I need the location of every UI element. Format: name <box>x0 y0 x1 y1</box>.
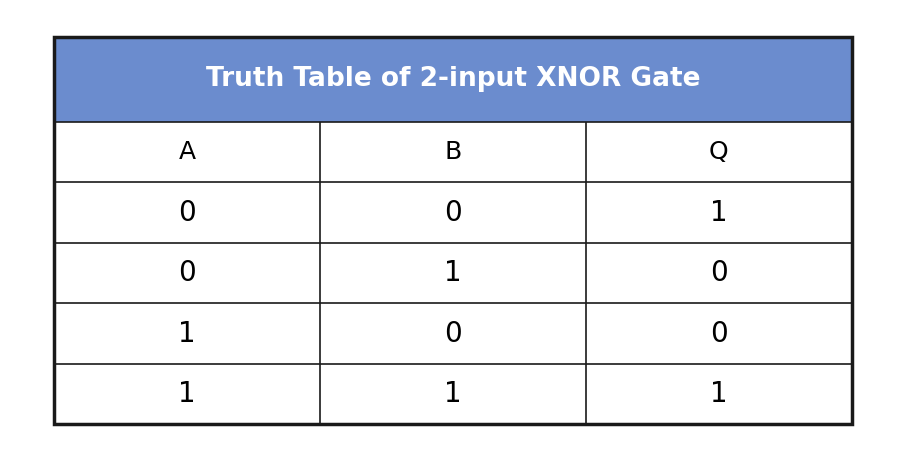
Bar <box>54 37 852 424</box>
Bar <box>54 303 320 364</box>
Bar <box>586 183 852 243</box>
Bar <box>586 243 852 303</box>
Bar <box>320 122 586 183</box>
Text: 0: 0 <box>178 259 196 287</box>
Bar <box>320 243 586 303</box>
Text: 0: 0 <box>444 199 462 227</box>
Bar <box>320 303 586 364</box>
Bar <box>54 243 320 303</box>
Text: B: B <box>444 140 462 164</box>
Bar <box>54 37 852 424</box>
Bar <box>586 122 852 183</box>
Text: A: A <box>178 140 196 164</box>
Text: Q: Q <box>709 140 728 164</box>
Text: 1: 1 <box>444 380 462 408</box>
Bar <box>54 183 320 243</box>
Text: 1: 1 <box>178 319 196 348</box>
Bar <box>54 122 320 183</box>
Text: 0: 0 <box>710 259 728 287</box>
Bar <box>54 37 852 122</box>
Text: 1: 1 <box>444 259 462 287</box>
Text: 1: 1 <box>710 199 728 227</box>
Bar <box>320 364 586 424</box>
Text: 0: 0 <box>444 319 462 348</box>
Bar <box>586 364 852 424</box>
Text: 1: 1 <box>710 380 728 408</box>
Text: 1: 1 <box>178 380 196 408</box>
Bar <box>320 183 586 243</box>
Bar <box>586 303 852 364</box>
Text: 0: 0 <box>178 199 196 227</box>
Bar <box>54 364 320 424</box>
Text: 0: 0 <box>710 319 728 348</box>
Text: Truth Table of 2-input XNOR Gate: Truth Table of 2-input XNOR Gate <box>206 66 700 93</box>
